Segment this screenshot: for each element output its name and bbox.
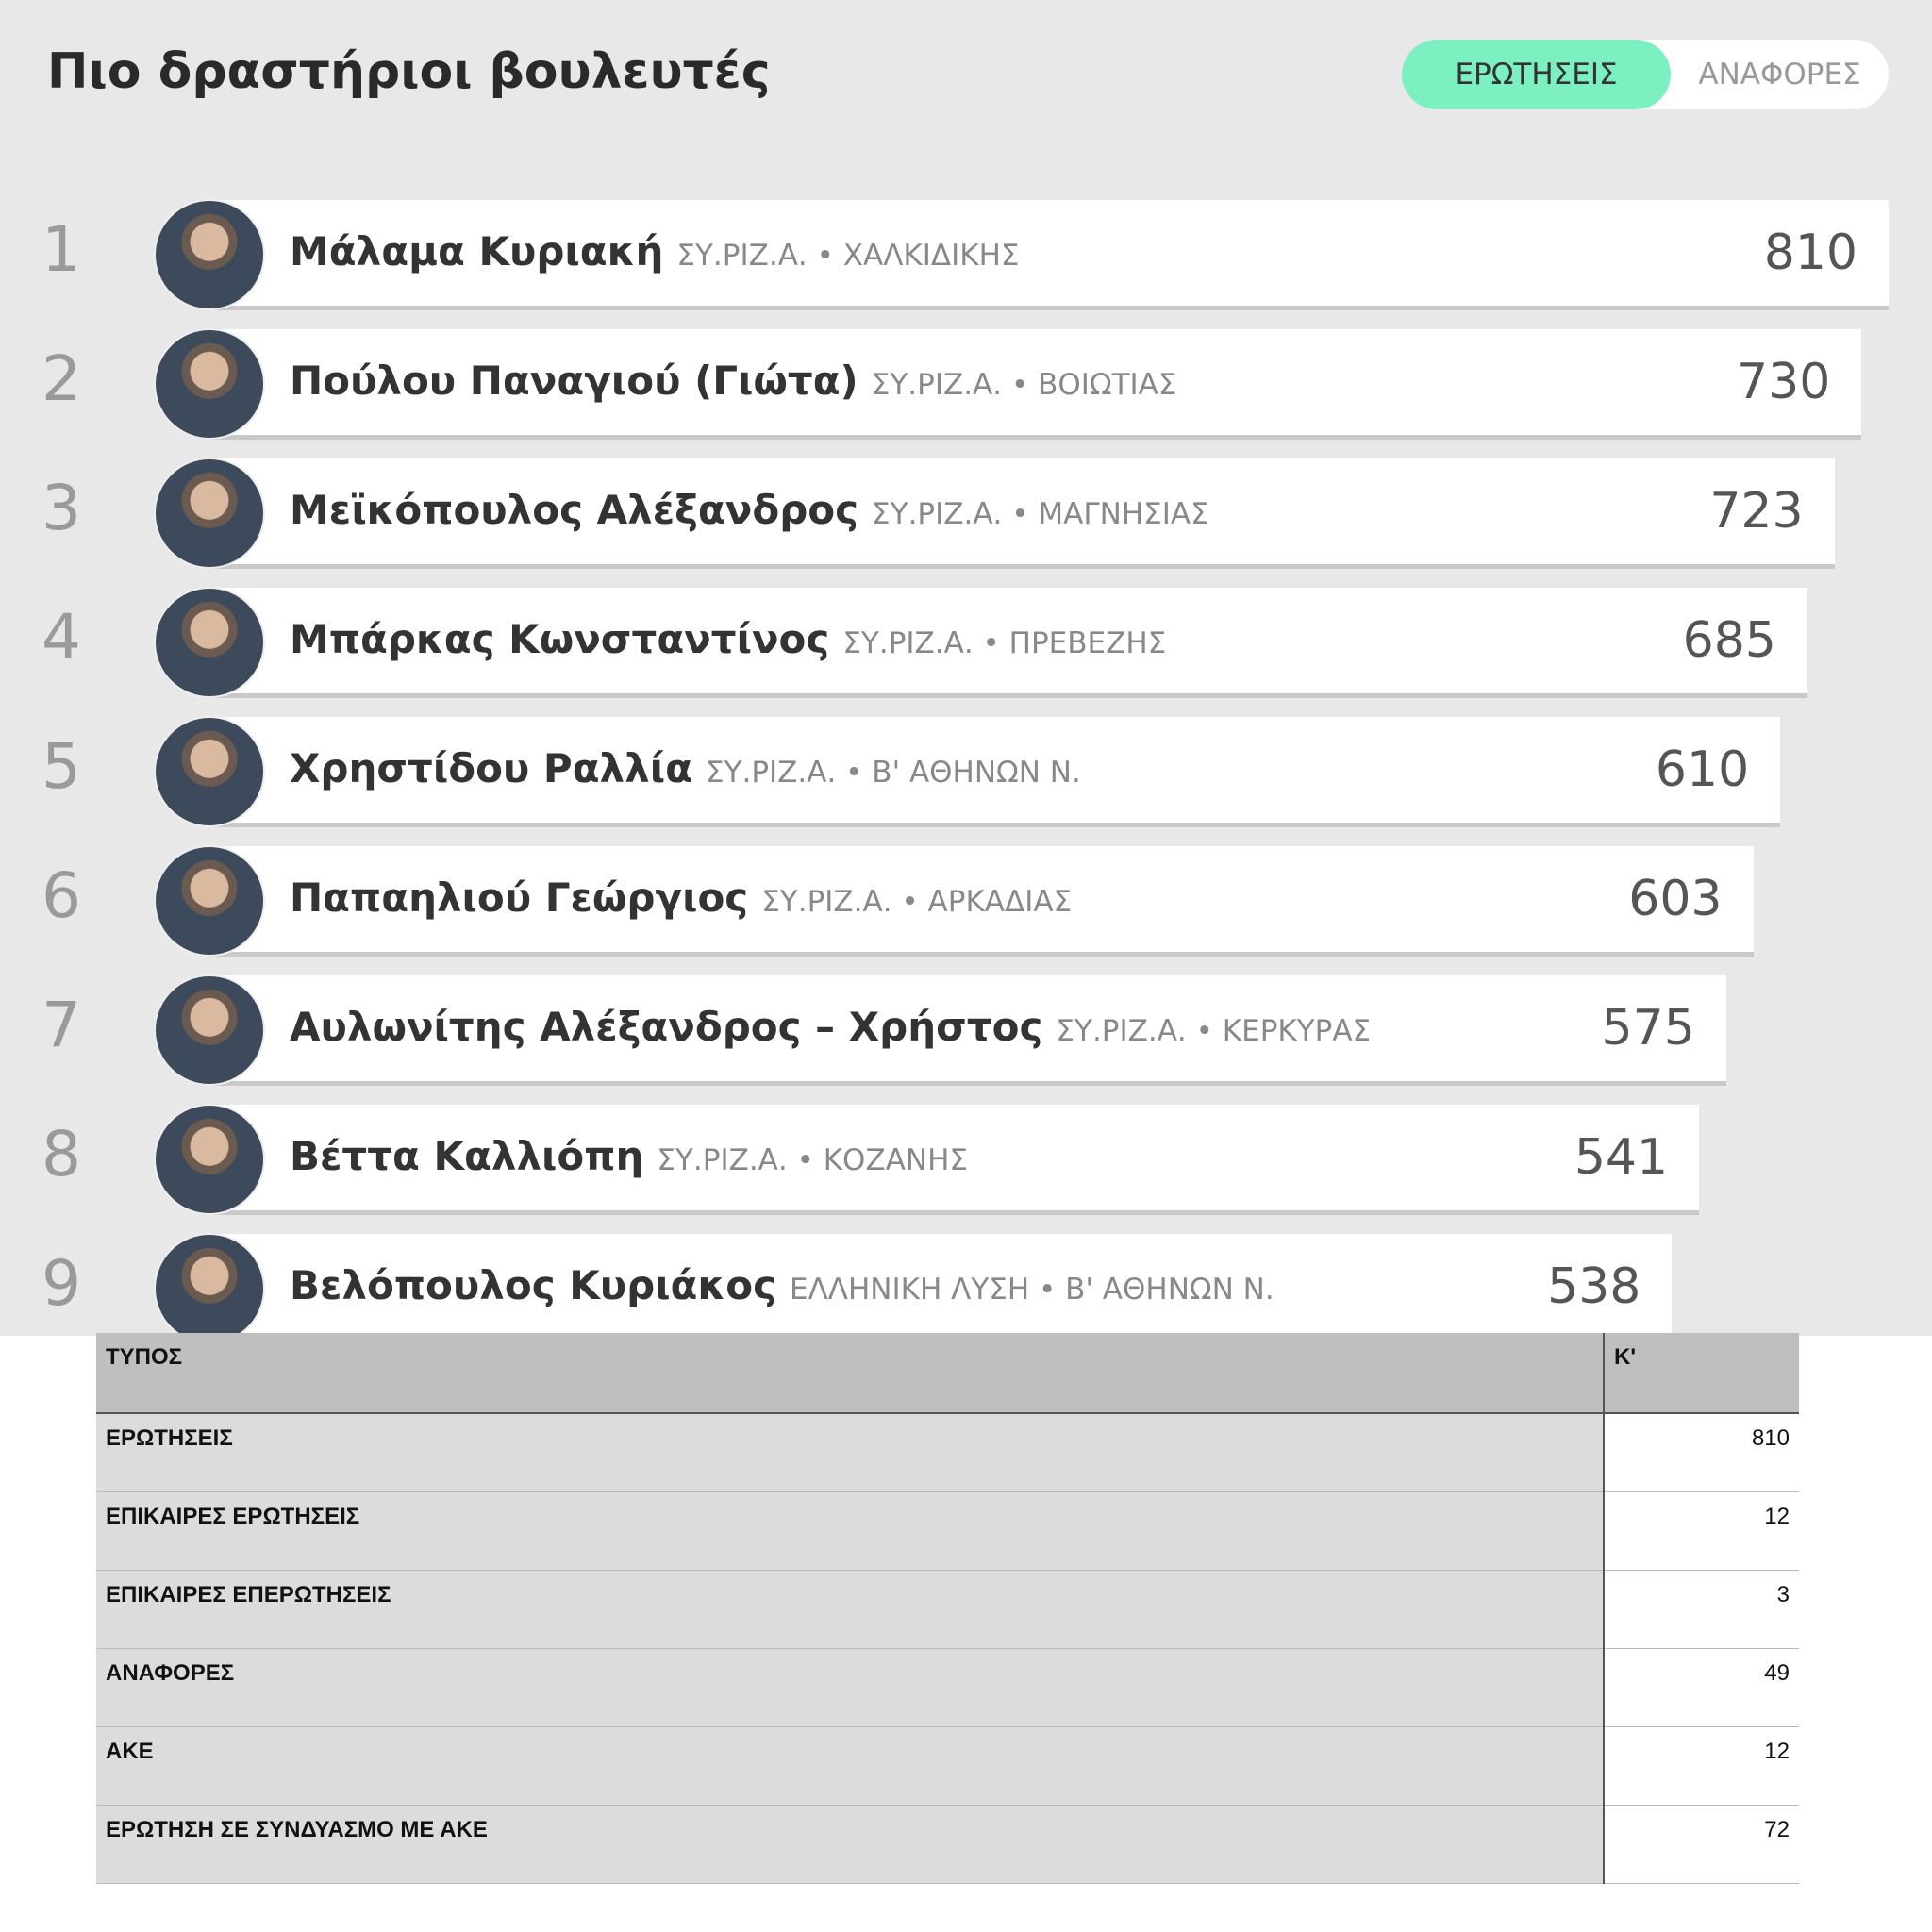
rank: 9: [42, 1247, 81, 1320]
table-row: ΑΝΑΦΟΡΕΣ 49: [96, 1648, 1799, 1727]
value-cell: 3: [1603, 1570, 1799, 1649]
avatar: [154, 587, 265, 698]
stats-table: ΤΥΠΟΣ Κ' ΕΡΩΤΗΣΕΙΣ 810 ΕΠΙΚΑΙΡΕΣ ΕΡΩΤΗΣΕΙΣ 12…: [96, 1333, 1799, 1884]
rank: 3: [42, 472, 81, 544]
tab-switch: ΕΡΩΤΗΣΕΙΣ ΑΝΑΦΟΡΕΣ: [1402, 40, 1889, 109]
rank: 8: [42, 1118, 81, 1191]
name-line: Μεϊκόπουλος Αλέξανδρος ΣΥ.ΡΙΖ.Α. • ΜΑΓΝΗΣ…: [290, 487, 1209, 533]
value-cell: 12: [1603, 1491, 1799, 1571]
rank: 1: [42, 213, 81, 286]
count: 603: [1628, 871, 1723, 927]
affiliation: ΣΥ.ΡΙΖ.Α. • ΒΟΙΩΤΙΑΣ: [871, 368, 1177, 402]
name-line: Μπάρκας Κωνσταντίνος ΣΥ.ΡΙΖ.Α. • ΠΡΕΒΕΖΗΣ: [290, 616, 1166, 662]
member-name: Βέττα Καλλιόπη: [290, 1133, 644, 1179]
member-name: Αυλωνίτης Αλέξανδρος – Χρήστος: [290, 1004, 1043, 1050]
rank: 6: [42, 859, 81, 932]
row-bar[interactable]: [207, 717, 1781, 827]
name-line: Χρηστίδου Ραλλία ΣΥ.ΡΙΖ.Α. • Β' ΑΘΗΝΩΝ Ν.: [290, 745, 1081, 791]
avatar: [154, 328, 265, 440]
table-row: ΕΠΙΚΑΙΡΕΣ ΕΡΩΤΗΣΕΙΣ 12: [96, 1491, 1799, 1571]
count: 538: [1547, 1258, 1641, 1315]
type-cell: ΕΠΙΚΑΙΡΕΣ ΕΠΕΡΩΤΗΣΕΙΣ: [96, 1570, 1604, 1649]
value-cell: 72: [1603, 1805, 1799, 1884]
table-row: ΕΠΙΚΑΙΡΕΣ ΕΠΕΡΩΤΗΣΕΙΣ 3: [96, 1570, 1799, 1649]
avatar: [154, 716, 265, 827]
member-name: Παπαηλιού Γεώργιος: [290, 874, 749, 921]
avatar: [154, 845, 265, 957]
type-cell: ΕΠΙΚΑΙΡΕΣ ΕΡΩΤΗΣΕΙΣ: [96, 1491, 1604, 1571]
type-cell: ΕΡΩΤΗΣΗ ΣΕ ΣΥΝΔΥΑΣΜΟ ΜΕ ΑΚΕ: [96, 1805, 1604, 1884]
rank: 2: [42, 342, 81, 415]
row-bar[interactable]: [207, 588, 1807, 698]
affiliation: ΣΥ.ΡΙΖ.Α. • ΚΟΖΑΝΗΣ: [657, 1143, 968, 1177]
row-bar[interactable]: [207, 846, 1754, 957]
type-cell: ΕΡΩΤΗΣΕΙΣ: [96, 1413, 1604, 1492]
name-line: Παπαηλιού Γεώργιος ΣΥ.ΡΙΖ.Α. • ΑΡΚΑΔΙΑΣ: [290, 874, 1072, 921]
type-cell: ΑΚΕ: [96, 1726, 1604, 1806]
ranking-panel: Πιο δραστήριοι βουλευτές ΕΡΩΤΗΣΕΙΣ ΑΝΑΦΟ…: [0, 0, 1932, 1336]
count: 730: [1737, 354, 1831, 410]
row-bar[interactable]: [207, 1105, 1700, 1215]
table-row: ΕΡΩΤΗΣΗ ΣΕ ΣΥΝΔΥΑΣΜΟ ΜΕ ΑΚΕ 72: [96, 1805, 1799, 1884]
row-bar[interactable]: [207, 1234, 1673, 1336]
row-bar[interactable]: [207, 458, 1835, 569]
row-bar[interactable]: [207, 200, 1889, 310]
count: 575: [1601, 1000, 1695, 1057]
count: 541: [1574, 1129, 1669, 1186]
title: Πιο δραστήριοι βουλευτές: [47, 43, 771, 100]
value-cell: 810: [1603, 1413, 1799, 1492]
rank: 4: [42, 601, 81, 674]
header-row: ΤΥΠΟΣ Κ': [96, 1333, 1799, 1414]
avatar: [154, 974, 265, 1086]
table-row: ΕΡΩΤΗΣΕΙΣ 810: [96, 1413, 1799, 1492]
name-line: Βελόπουλος Κυριάκος ΕΛΛΗΝΙΚΗ ΛΥΣΗ • Β' ΑΘ…: [290, 1262, 1274, 1308]
avatar: [154, 199, 265, 310]
member-name: Μάλαμα Κυριακή: [290, 228, 664, 275]
table-row: ΑΚΕ 12: [96, 1726, 1799, 1806]
affiliation: ΕΛΛΗΝΙΚΗ ΛΥΣΗ • Β' ΑΘΗΝΩΝ Ν.: [790, 1273, 1274, 1307]
tab[interactable]: ΑΝΑΦΟΡΕΣ: [1698, 58, 1861, 92]
affiliation: ΣΥ.ΡΙΖ.Α. • ΧΑΛΚΙΔΙΚΗΣ: [676, 239, 1020, 273]
rank: 7: [42, 989, 81, 1061]
value-cell: 49: [1603, 1648, 1799, 1727]
type-cell: ΑΝΑΦΟΡΕΣ: [96, 1648, 1604, 1727]
value-cell: 12: [1603, 1726, 1799, 1806]
header-cell: ΤΥΠΟΣ: [96, 1333, 1604, 1414]
affiliation: ΣΥ.ΡΙΖ.Α. • Β' ΑΘΗΝΩΝ Ν.: [705, 756, 1081, 790]
count: 610: [1655, 741, 1750, 798]
count: 810: [1763, 225, 1857, 281]
row-bar[interactable]: [207, 329, 1862, 440]
count: 685: [1682, 612, 1776, 669]
avatar: [154, 458, 265, 569]
affiliation: ΣΥ.ΡΙΖ.Α. • ΚΕΡΚΥΡΑΣ: [1056, 1014, 1372, 1048]
tab[interactable]: ΕΡΩΤΗΣΕΙΣ: [1402, 40, 1671, 109]
avatar: [154, 1104, 265, 1215]
avatar: [154, 1233, 265, 1336]
affiliation: ΣΥ.ΡΙΖ.Α. • ΑΡΚΑΔΙΑΣ: [761, 885, 1073, 919]
member-name: Μπάρκας Κωνσταντίνος: [290, 616, 830, 662]
member-name: Χρηστίδου Ραλλία: [290, 745, 692, 791]
header-cell: Κ': [1603, 1333, 1799, 1414]
name-line: Μάλαμα Κυριακή ΣΥ.ΡΙΖ.Α. • ΧΑΛΚΙΔΙΚΗΣ: [290, 228, 1019, 275]
rank: 5: [42, 730, 81, 803]
member-name: Βελόπουλος Κυριάκος: [290, 1262, 776, 1308]
row-bar[interactable]: [207, 975, 1726, 1086]
count: 723: [1709, 483, 1804, 540]
member-name: Πούλου Παναγιού (Γιώτα): [290, 358, 858, 404]
affiliation: ΣΥ.ΡΙΖ.Α. • ΜΑΓΝΗΣΙΑΣ: [872, 497, 1209, 531]
affiliation: ΣΥ.ΡΙΖ.Α. • ΠΡΕΒΕΖΗΣ: [842, 626, 1167, 660]
member-name: Μεϊκόπουλος Αλέξανδρος: [290, 487, 859, 533]
name-line: Αυλωνίτης Αλέξανδρος – Χρήστος ΣΥ.ΡΙΖ.Α. …: [290, 1004, 1371, 1050]
name-line: Βέττα Καλλιόπη ΣΥ.ΡΙΖ.Α. • ΚΟΖΑΝΗΣ: [290, 1133, 968, 1179]
name-line: Πούλου Παναγιού (Γιώτα) ΣΥ.ΡΙΖ.Α. • ΒΟΙΩΤ…: [290, 358, 1176, 404]
